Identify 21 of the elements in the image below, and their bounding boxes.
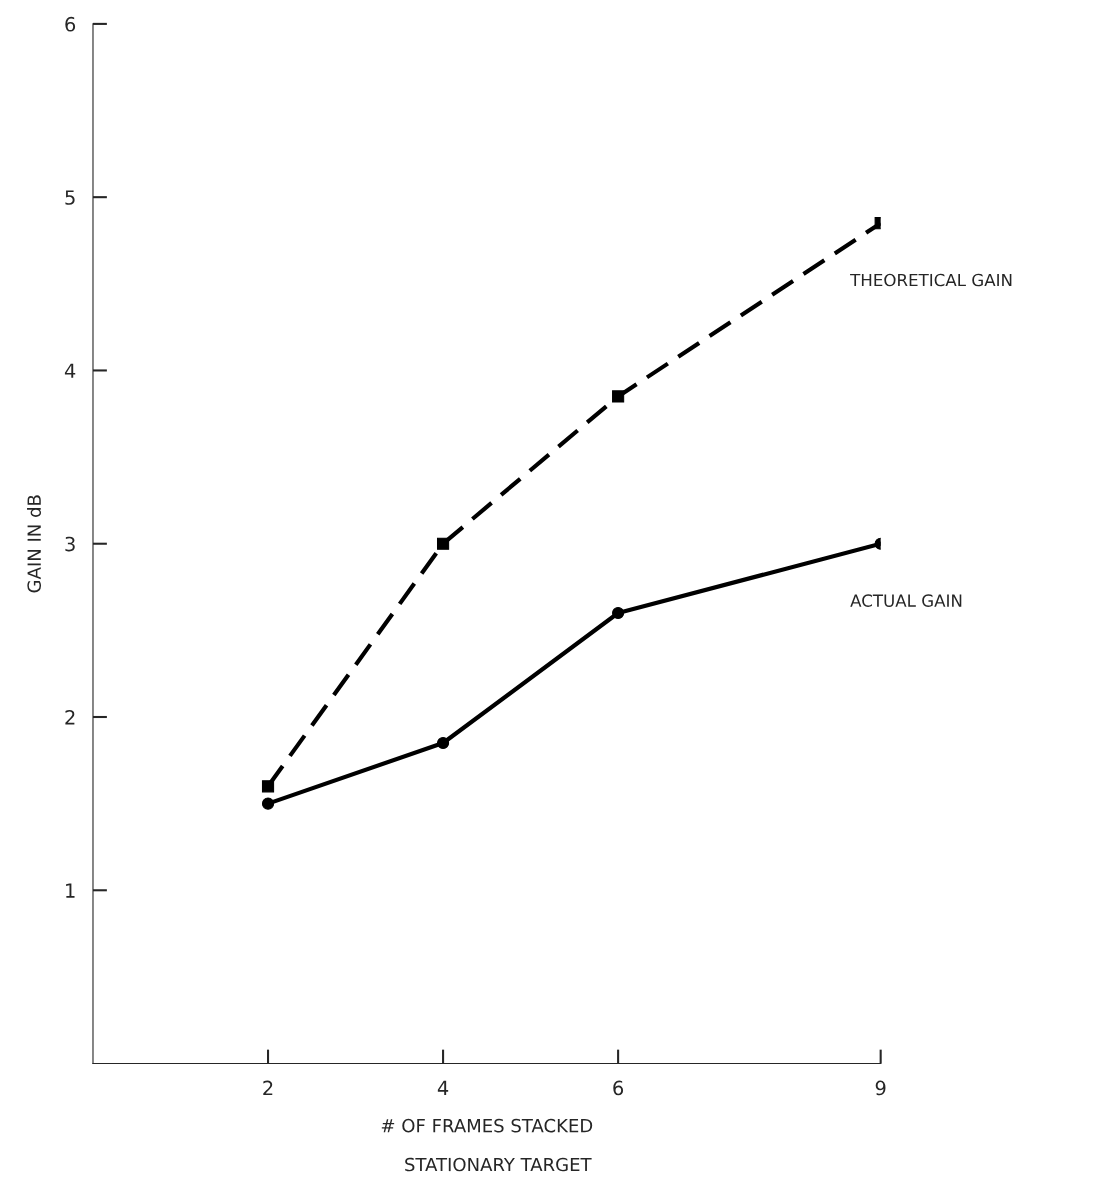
point (612, 606, 625, 620)
text: STATIONARY TARGET (405, 1157, 592, 1172)
point (612, 390, 625, 403)
y-tick-label: 1 (66, 883, 75, 898)
x-tick-label: 4 (437, 1080, 449, 1095)
x-tick-label: 6 (613, 1080, 624, 1096)
point (261, 797, 275, 810)
y-tick-label: 3 (65, 536, 75, 552)
x-tick-label: 2 (263, 1080, 273, 1095)
y-axis-title: GAIN IN dB (27, 495, 42, 593)
text: ACTUAL GAIN (850, 594, 962, 607)
y-tick-label: 2 (65, 709, 75, 725)
y-tick-label: 6 (65, 16, 76, 32)
x-tick-label: 9 (875, 1080, 886, 1096)
point (436, 537, 450, 550)
y-tick-label: 5 (65, 190, 75, 205)
point (261, 780, 275, 793)
point (436, 736, 450, 750)
y-tick-label: 4 (64, 363, 76, 378)
x-axis-title: # OF FRAMES STACKED (381, 1118, 593, 1133)
series-label: THEORETICAL GAIN (850, 273, 1012, 287)
